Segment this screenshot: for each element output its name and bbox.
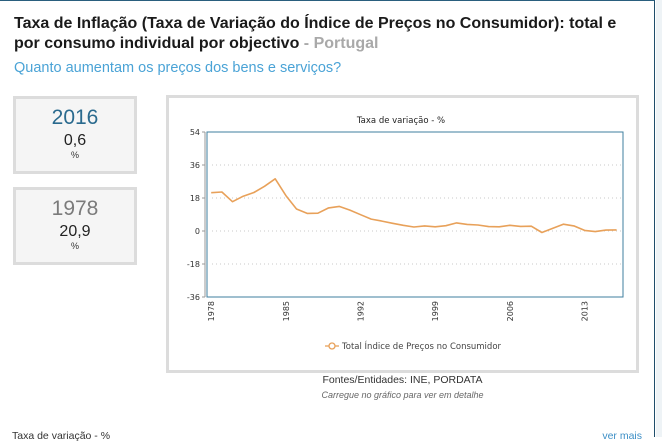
stat-value: 0,6: [63, 132, 87, 149]
latest-value-card: 2016 0,6 %: [13, 96, 137, 174]
first-value-card: 1978 20,9 %: [13, 187, 137, 265]
data-point: [285, 194, 287, 196]
y-tick-label: 54: [190, 128, 200, 137]
data-point: [509, 224, 511, 226]
data-point: [327, 207, 329, 209]
plot-frame: [206, 131, 624, 298]
data-point: [445, 224, 447, 226]
legend-label: Total Índice de Preços no Consumidor: [341, 340, 502, 352]
scroll-gutter: [656, 0, 662, 437]
data-point: [231, 200, 233, 202]
see-more-link[interactable]: ver mais: [602, 430, 642, 442]
data-point: [242, 195, 244, 197]
chart-card[interactable]: Taxa de variação - % 54 36 18 0 -18 -36 1978 1…: [166, 95, 639, 373]
stat-unit: %: [70, 150, 79, 160]
data-point: [455, 222, 457, 224]
data-point: [210, 191, 212, 193]
data-point: [583, 229, 585, 231]
data-point: [413, 226, 415, 228]
data-point: [338, 205, 340, 207]
data-point: [605, 229, 607, 231]
x-tick-label: 1999: [431, 301, 440, 321]
data-point: [391, 222, 393, 224]
chart-title: Taxa de variação - %: [356, 116, 445, 126]
data-point: [615, 229, 617, 231]
data-point: [498, 226, 500, 228]
data-point: [381, 220, 383, 222]
series-line: [211, 178, 617, 234]
title-separator: -: [299, 35, 314, 52]
data-point: [317, 212, 319, 214]
data-point: [487, 225, 489, 227]
data-point: [466, 223, 468, 225]
legend[interactable]: Total Índice de Preços no Consumidor: [325, 340, 502, 352]
country-name: Portugal: [313, 35, 379, 52]
legend-marker-icon: [328, 342, 336, 350]
grid-lines: [212, 164, 621, 265]
stat-unit: %: [70, 241, 79, 251]
series-group: [210, 178, 617, 234]
data-point: [573, 225, 575, 227]
chart-hint: Carregue no gráfico para ver em detalhe: [321, 390, 484, 400]
data-point: [263, 185, 265, 187]
data-point: [519, 225, 521, 227]
data-point: [541, 231, 543, 233]
page-title: Taxa de Inflação (Taxa de Variação do Ín…: [14, 14, 644, 54]
question-link[interactable]: Quanto aumentam os preços dos bens e ser…: [14, 60, 342, 76]
title-text: Taxa de Inflação (Taxa de Variação do Ín…: [14, 15, 617, 52]
x-tick-label: 2013: [581, 301, 590, 321]
y-tick-label: 18: [190, 194, 200, 203]
data-point: [551, 227, 553, 229]
data-point: [359, 213, 361, 215]
y-tick-label: -36: [187, 293, 200, 302]
data-point: [423, 225, 425, 227]
y-tick-label: -18: [187, 260, 200, 269]
data-point: [221, 191, 223, 193]
x-tick-label: 1978: [207, 301, 216, 321]
x-tick-label: 2006: [506, 301, 515, 321]
x-axis: 1978 1985 1992 1999 2006 2013: [207, 301, 589, 321]
data-point: [594, 230, 596, 232]
data-point: [274, 178, 276, 180]
next-section-label: Taxa de variação - %: [12, 430, 111, 442]
data-point: [306, 212, 308, 214]
stat-year: 2016: [51, 106, 99, 129]
y-tick-label: 0: [195, 227, 200, 236]
data-point: [295, 208, 297, 210]
data-point: [402, 224, 404, 226]
sources-text: Fontes/Entidades: INE, PORDATA: [322, 374, 483, 386]
y-axis: 54 36 18 0 -18 -36: [187, 128, 206, 302]
data-point: [434, 226, 436, 228]
data-point: [370, 218, 372, 220]
x-tick-label: 1992: [357, 301, 366, 321]
data-point: [349, 209, 351, 211]
stat-value: 20,9: [59, 223, 91, 240]
data-point: [530, 225, 532, 227]
y-tick-label: 36: [190, 161, 200, 170]
stat-year: 1978: [51, 197, 99, 220]
data-point: [253, 191, 255, 193]
x-tick-label: 1985: [282, 301, 291, 321]
data-point: [562, 223, 564, 225]
data-point: [477, 224, 479, 226]
